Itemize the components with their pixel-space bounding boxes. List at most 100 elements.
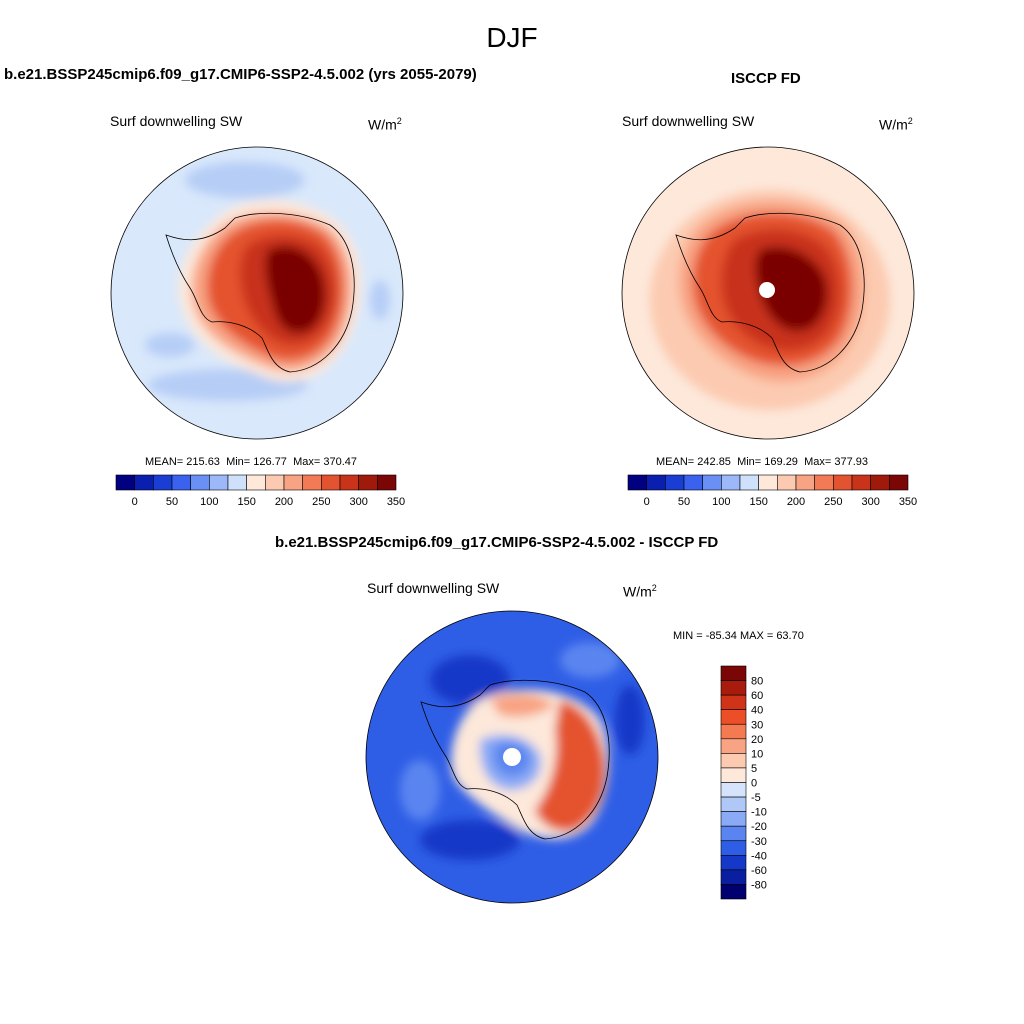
diff-units-label: W/m2 — [623, 583, 657, 600]
obs-colorbar-tick-label: 0 — [644, 496, 650, 508]
obs-colorbar-swatch — [889, 474, 909, 491]
model-colorbar-swatch — [153, 474, 173, 491]
obs-colorbar-swatch — [721, 474, 741, 491]
model-colorbar-swatch — [190, 474, 210, 491]
diff-coastline — [420, 679, 610, 840]
model-stats: MEAN= 215.63 Min= 126.77 Max= 370.47 — [145, 456, 357, 468]
obs-colorbar-swatch — [833, 474, 853, 491]
diff-colorbar-tick-label: 10 — [751, 748, 763, 760]
diff-colorbar-tick-label: -40 — [751, 850, 767, 862]
diff-colorbar-tick-label: 80 — [751, 676, 763, 688]
model-colorbar-swatch — [265, 474, 285, 491]
model-colorbar-swatch — [115, 474, 135, 491]
obs-colorbar-swatch — [739, 474, 759, 491]
diff-colorbar-swatch — [720, 825, 747, 842]
diff-colorbar-tick-label: 60 — [751, 690, 763, 702]
diff-colorbar-tick-label: -10 — [751, 807, 767, 819]
diff-colorbar-swatch — [720, 869, 747, 885]
diff-colorbar-swatch — [720, 855, 747, 871]
obs-colorbar-tick-label: 250 — [824, 496, 842, 508]
diff-map — [366, 611, 658, 903]
model-colorbar-tick-label: 350 — [387, 496, 405, 508]
model-variable-label: Surf downwelling SW — [110, 113, 243, 129]
model-colorbar-tick-label: 300 — [349, 496, 367, 508]
obs-colorbar-swatch — [795, 474, 815, 491]
diff-colorbar-tick-label: 20 — [751, 734, 763, 746]
diff-colorbar-swatch — [720, 767, 747, 783]
obs-colorbar-swatch — [702, 474, 722, 491]
obs-map-border — [621, 146, 915, 440]
obs-colorbar-tick-label: 200 — [787, 496, 805, 508]
obs-variable-label: Surf downwelling SW — [622, 113, 755, 129]
model-colorbar-swatch — [358, 474, 378, 491]
model-coastline — [165, 212, 355, 373]
model-colorbar: 0 50 100 150 200 250 300 350 — [115, 474, 405, 508]
model-colorbar-tick-label: 0 — [132, 496, 138, 508]
obs-colorbar: 0 50 100 150 200 250 300 350 — [627, 474, 917, 508]
model-colorbar-swatch — [134, 474, 154, 491]
obs-colorbar-swatch — [646, 474, 666, 491]
model-colorbar-tick-label: 50 — [166, 496, 178, 508]
model-colorbar-swatch — [171, 474, 191, 491]
model-colorbar-swatch — [377, 474, 397, 491]
obs-colorbar-swatch — [870, 474, 890, 491]
diff-colorbar-tick-label: -5 — [751, 792, 761, 804]
model-colorbar-tick-label: 200 — [275, 496, 293, 508]
model-colorbar-swatch — [209, 474, 229, 491]
model-units-label: W/m2 — [368, 116, 402, 133]
model-map — [111, 147, 403, 439]
obs-units-label: W/m2 — [879, 116, 913, 133]
obs-pole-mask — [759, 282, 775, 298]
diff-colorbar: 80 60 40 30 20 10 5 0 -5 -10 -20 -30 -40 -60 -80 — [720, 665, 767, 900]
diff-colorbar-tick-label: -30 — [751, 836, 767, 848]
diff-minmax: MIN = -85.34 MAX = 63.70 — [673, 630, 804, 642]
diff-colorbar-tick-label: -20 — [751, 821, 767, 833]
obs-coastline — [675, 212, 865, 373]
main-title: DJF — [486, 22, 538, 53]
model-colorbar-tick-label: 250 — [312, 496, 330, 508]
diff-colorbar-swatch — [720, 723, 747, 740]
obs-colorbar-tick-label: 300 — [861, 496, 879, 508]
model-colorbar-swatch — [321, 474, 341, 491]
diff-colorbar-swatch — [720, 811, 747, 827]
obs-colorbar-tick-label: 100 — [712, 496, 730, 508]
obs-colorbar-swatch — [851, 474, 871, 491]
diff-colorbar-swatch — [720, 884, 747, 900]
diff-colorbar-swatch — [720, 840, 747, 856]
diff-colorbar-tick-label: 5 — [751, 763, 757, 775]
diff-colorbar-swatch — [720, 782, 747, 798]
obs-colorbar-swatch — [683, 474, 703, 491]
obs-field — [650, 190, 890, 410]
obs-stats: MEAN= 242.85 Min= 169.29 Max= 377.93 — [656, 456, 868, 468]
diff-colorbar-swatch — [720, 796, 747, 812]
obs-panel-title: ISCCP FD — [731, 70, 801, 87]
obs-colorbar-swatch — [665, 474, 685, 491]
model-colorbar-swatch — [246, 474, 266, 491]
diff-colorbar-tick-label: -80 — [751, 879, 767, 891]
model-map-border — [110, 146, 404, 440]
diff-colorbar-swatch — [720, 738, 747, 754]
model-colorbar-swatch — [339, 474, 359, 491]
diff-colorbar-swatch — [720, 694, 747, 710]
obs-colorbar-swatch — [814, 474, 834, 491]
model-colorbar-tick-label: 150 — [237, 496, 255, 508]
model-colorbar-swatch — [227, 474, 247, 491]
diff-colorbar-tick-label: 0 — [751, 778, 757, 790]
diff-colorbar-swatch — [720, 753, 747, 769]
obs-colorbar-tick-label: 350 — [899, 496, 917, 508]
diff-colorbar-tick-label: 30 — [751, 719, 763, 731]
obs-colorbar-swatch — [627, 474, 647, 491]
diff-colorbar-tick-label: -60 — [751, 865, 767, 877]
model-colorbar-tick-label: 100 — [200, 496, 218, 508]
model-colorbar-swatch — [283, 474, 303, 491]
model-field — [145, 162, 390, 401]
diff-colorbar-tick-label: 40 — [751, 705, 763, 717]
diff-colorbar-swatch — [720, 680, 747, 696]
obs-colorbar-tick-label: 50 — [678, 496, 690, 508]
obs-map — [622, 147, 914, 439]
diff-variable-label: Surf downwelling SW — [367, 580, 500, 596]
obs-colorbar-swatch — [777, 474, 797, 491]
diff-panel-title: b.e21.BSSP245cmip6.f09_g17.CMIP6-SSP2-4.… — [275, 534, 719, 551]
obs-colorbar-swatch — [758, 474, 778, 491]
